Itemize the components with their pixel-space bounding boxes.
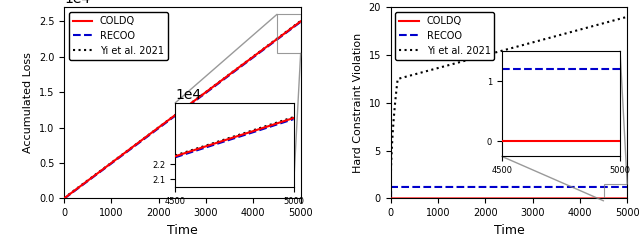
Yi et al. 2021: [60, 197, 68, 200]
Legend: COLDQ, RECOO, Yi et al. 2021: COLDQ, RECOO, Yi et al. 2021: [69, 12, 168, 60]
COLDQ: [224, 74, 232, 77]
RECOO: [297, 20, 305, 23]
RECOO: [281, 32, 289, 35]
RECOO: [60, 197, 68, 200]
COLDQ: [297, 20, 305, 23]
COLDQ: [606, 197, 614, 200]
COLDQ: [281, 31, 289, 34]
RECOO: [106, 163, 114, 166]
Yi et al. 2021: [106, 162, 114, 165]
RECOO: [387, 186, 395, 189]
RECOO: [600, 186, 608, 189]
RECOO: [273, 38, 281, 41]
Yi et al. 2021: [281, 31, 289, 34]
RECOO: [433, 186, 441, 189]
COLDQ: [433, 197, 441, 200]
RECOO: [387, 197, 394, 200]
Line: COLDQ: COLDQ: [64, 21, 301, 198]
Bar: [604, 184, 627, 201]
Yi et al. 2021: [224, 74, 232, 77]
Yi et al. 2021: [280, 32, 287, 35]
RECOO: [501, 186, 509, 189]
Yi et al. 2021: [387, 197, 394, 200]
COLDQ: [600, 197, 608, 200]
Line: Yi et al. 2021: Yi et al. 2021: [64, 21, 301, 198]
RECOO: [175, 112, 182, 115]
RECOO: [550, 186, 558, 189]
COLDQ: [387, 197, 394, 200]
COLDQ: [623, 197, 631, 200]
COLDQ: [280, 33, 287, 36]
Yi et al. 2021: [600, 22, 608, 24]
COLDQ: [106, 162, 114, 165]
RECOO: [280, 33, 287, 36]
X-axis label: Time: Time: [493, 224, 524, 237]
Legend: COLDQ, RECOO, Yi et al. 2021: COLDQ, RECOO, Yi et al. 2021: [396, 12, 495, 60]
Yi et al. 2021: [273, 37, 281, 40]
COLDQ: [175, 111, 182, 114]
Yi et al. 2021: [623, 15, 631, 18]
RECOO: [606, 186, 614, 189]
COLDQ: [501, 197, 509, 200]
Yi et al. 2021: [501, 48, 509, 51]
Yi et al. 2021: [175, 111, 182, 114]
Line: RECOO: RECOO: [64, 22, 301, 199]
Bar: [277, 14, 301, 53]
COLDQ: [550, 197, 558, 200]
Yi et al. 2021: [550, 35, 558, 38]
Line: Yi et al. 2021: Yi et al. 2021: [390, 17, 627, 198]
RECOO: [224, 75, 232, 78]
Y-axis label: Accumulated Loss: Accumulated Loss: [23, 53, 33, 153]
COLDQ: [273, 37, 281, 40]
X-axis label: Time: Time: [167, 224, 198, 237]
Line: RECOO: RECOO: [390, 187, 627, 198]
Yi et al. 2021: [608, 20, 616, 23]
RECOO: [608, 186, 616, 189]
Y-axis label: Hard Constraint Violation: Hard Constraint Violation: [353, 33, 363, 173]
Yi et al. 2021: [297, 20, 305, 23]
Yi et al. 2021: [606, 20, 614, 23]
Yi et al. 2021: [433, 67, 441, 70]
RECOO: [623, 186, 631, 189]
COLDQ: [608, 197, 616, 200]
COLDQ: [60, 197, 68, 200]
